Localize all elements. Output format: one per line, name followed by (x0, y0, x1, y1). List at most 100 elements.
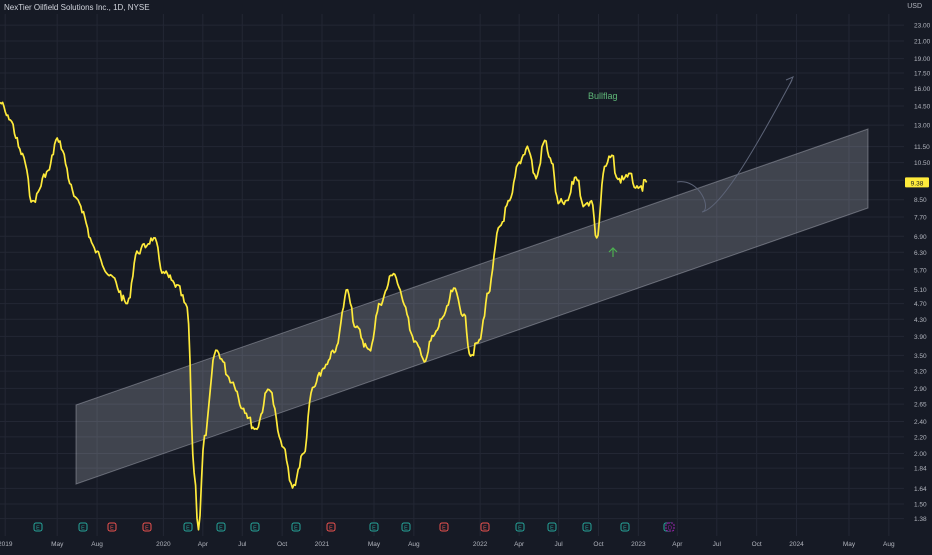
event-marker-label: E (372, 526, 376, 532)
x-tick-label: 2019 (0, 541, 13, 548)
y-tick-label: 16.00 (914, 86, 931, 93)
event-marker (216, 522, 226, 532)
y-tick-label: 3.90 (914, 334, 927, 341)
y-tick-label: 2.00 (914, 451, 927, 458)
event-marker (250, 522, 260, 532)
y-tick-label: 6.90 (914, 234, 927, 241)
event-marker (183, 522, 193, 532)
x-tick-label: Jul (713, 541, 722, 548)
y-tick-label: 5.10 (914, 287, 927, 294)
event-marker (78, 522, 88, 532)
event-marker-label: E (253, 526, 257, 532)
y-tick-label: 6.30 (914, 250, 927, 257)
y-tick-label: 23.00 (914, 23, 931, 30)
last-price-badge (905, 177, 929, 188)
event-marker (582, 522, 592, 532)
annotation-layer: Bullflag (588, 76, 794, 257)
event-marker-label: E (219, 526, 223, 532)
event-marker-label: E (442, 526, 446, 532)
y-tick-label: 10.50 (914, 160, 931, 167)
y-tick-label: 17.50 (914, 71, 931, 78)
event-marker-label: E (36, 526, 40, 532)
event-marker (439, 522, 449, 532)
y-tick-label: 2.65 (914, 402, 927, 409)
x-tick-label: Aug (883, 541, 895, 548)
y-tick-label: 11.50 (914, 144, 930, 151)
y-tick-label: 4.30 (914, 317, 927, 324)
y-tick-label: 21.00 (914, 39, 931, 46)
x-tick-label: Apr (672, 541, 683, 548)
y-tick-label: 1.84 (914, 466, 927, 473)
event-marker (107, 522, 117, 532)
event-marker-label: E (145, 526, 149, 532)
y-tick-label: 13.00 (914, 123, 931, 130)
x-tick-label: Oct (593, 541, 603, 548)
y-tick-label: 19.00 (914, 56, 931, 63)
chart-title: NexTier Oilfield Solutions Inc., 1D, NYS… (4, 3, 150, 12)
last-price-label: 9.38 (911, 180, 924, 187)
y-tick-label: 4.70 (914, 301, 927, 308)
series-layer (0, 101, 648, 531)
y-tick-label: 14.50 (914, 104, 931, 111)
y-tick-label: 5.70 (914, 267, 927, 274)
price-series-line (0, 101, 648, 531)
x-tick-label: Jul (238, 541, 247, 548)
projection-arrowhead (785, 76, 794, 85)
channel-layer (75, 128, 869, 485)
x-tick-label: May (51, 541, 64, 548)
event-marker-label: E (550, 526, 554, 532)
event-marker (401, 522, 411, 532)
event-marker (369, 522, 379, 532)
x-tick-label: Oct (277, 541, 287, 548)
event-marker-label: E (81, 526, 85, 532)
x-tick-label: Aug (91, 541, 103, 548)
x-tick-label: Apr (198, 541, 209, 548)
event-marker-label: E (483, 526, 487, 532)
x-tick-label: Jul (554, 541, 563, 548)
currency-label: USD (907, 3, 922, 10)
event-marker-label: E (329, 526, 333, 532)
x-tick-label: 2022 (473, 541, 488, 548)
event-marker (326, 522, 336, 532)
y-tick-label: 2.20 (914, 434, 927, 441)
x-tick-label: May (843, 541, 856, 548)
event-marker-label: E (518, 526, 522, 532)
y-tick-label: 3.50 (914, 353, 927, 360)
y-tick-label: 2.40 (914, 419, 927, 426)
event-marker (620, 522, 630, 532)
event-marker (547, 522, 557, 532)
event-marker (665, 522, 675, 532)
x-tick-label: Apr (514, 541, 525, 548)
event-marker-label: E (110, 526, 114, 532)
axis-layer: 23.00 21.00 19.00 17.50 16.00 14.50 13.00 11.50… (0, 23, 931, 548)
channel-band (75, 128, 869, 485)
x-tick-label: May (368, 541, 381, 548)
y-tick-label: 7.70 (914, 215, 927, 222)
event-marker (480, 522, 490, 532)
x-tick-label: Oct (752, 541, 762, 548)
x-tick-label: 2024 (789, 541, 804, 548)
event-marker-label: E (623, 526, 627, 532)
x-tick-label: 2021 (315, 541, 330, 548)
event-marker (142, 522, 152, 532)
grid-layer (0, 14, 904, 536)
event-marker-label: E (404, 526, 408, 532)
event-marker (515, 522, 525, 532)
event-marker-label: E (294, 526, 298, 532)
event-marker-label: E (585, 526, 589, 532)
y-tick-label: 1.50 (914, 502, 927, 509)
y-tick-label: 2.90 (914, 386, 927, 393)
y-tick-label: 8.50 (914, 197, 927, 204)
event-marker-label: D (668, 526, 672, 532)
y-tick-label: 3.20 (914, 369, 927, 376)
annotation-bullflag: Bullflag (588, 91, 618, 101)
event-marker-label: E (186, 526, 190, 532)
up-arrow-icon (608, 247, 618, 253)
projection-path (676, 79, 793, 213)
x-tick-label: Aug (408, 541, 420, 548)
y-tick-label: 1.38 (914, 516, 927, 523)
event-marker (33, 522, 43, 532)
x-tick-label: 2020 (156, 541, 171, 548)
